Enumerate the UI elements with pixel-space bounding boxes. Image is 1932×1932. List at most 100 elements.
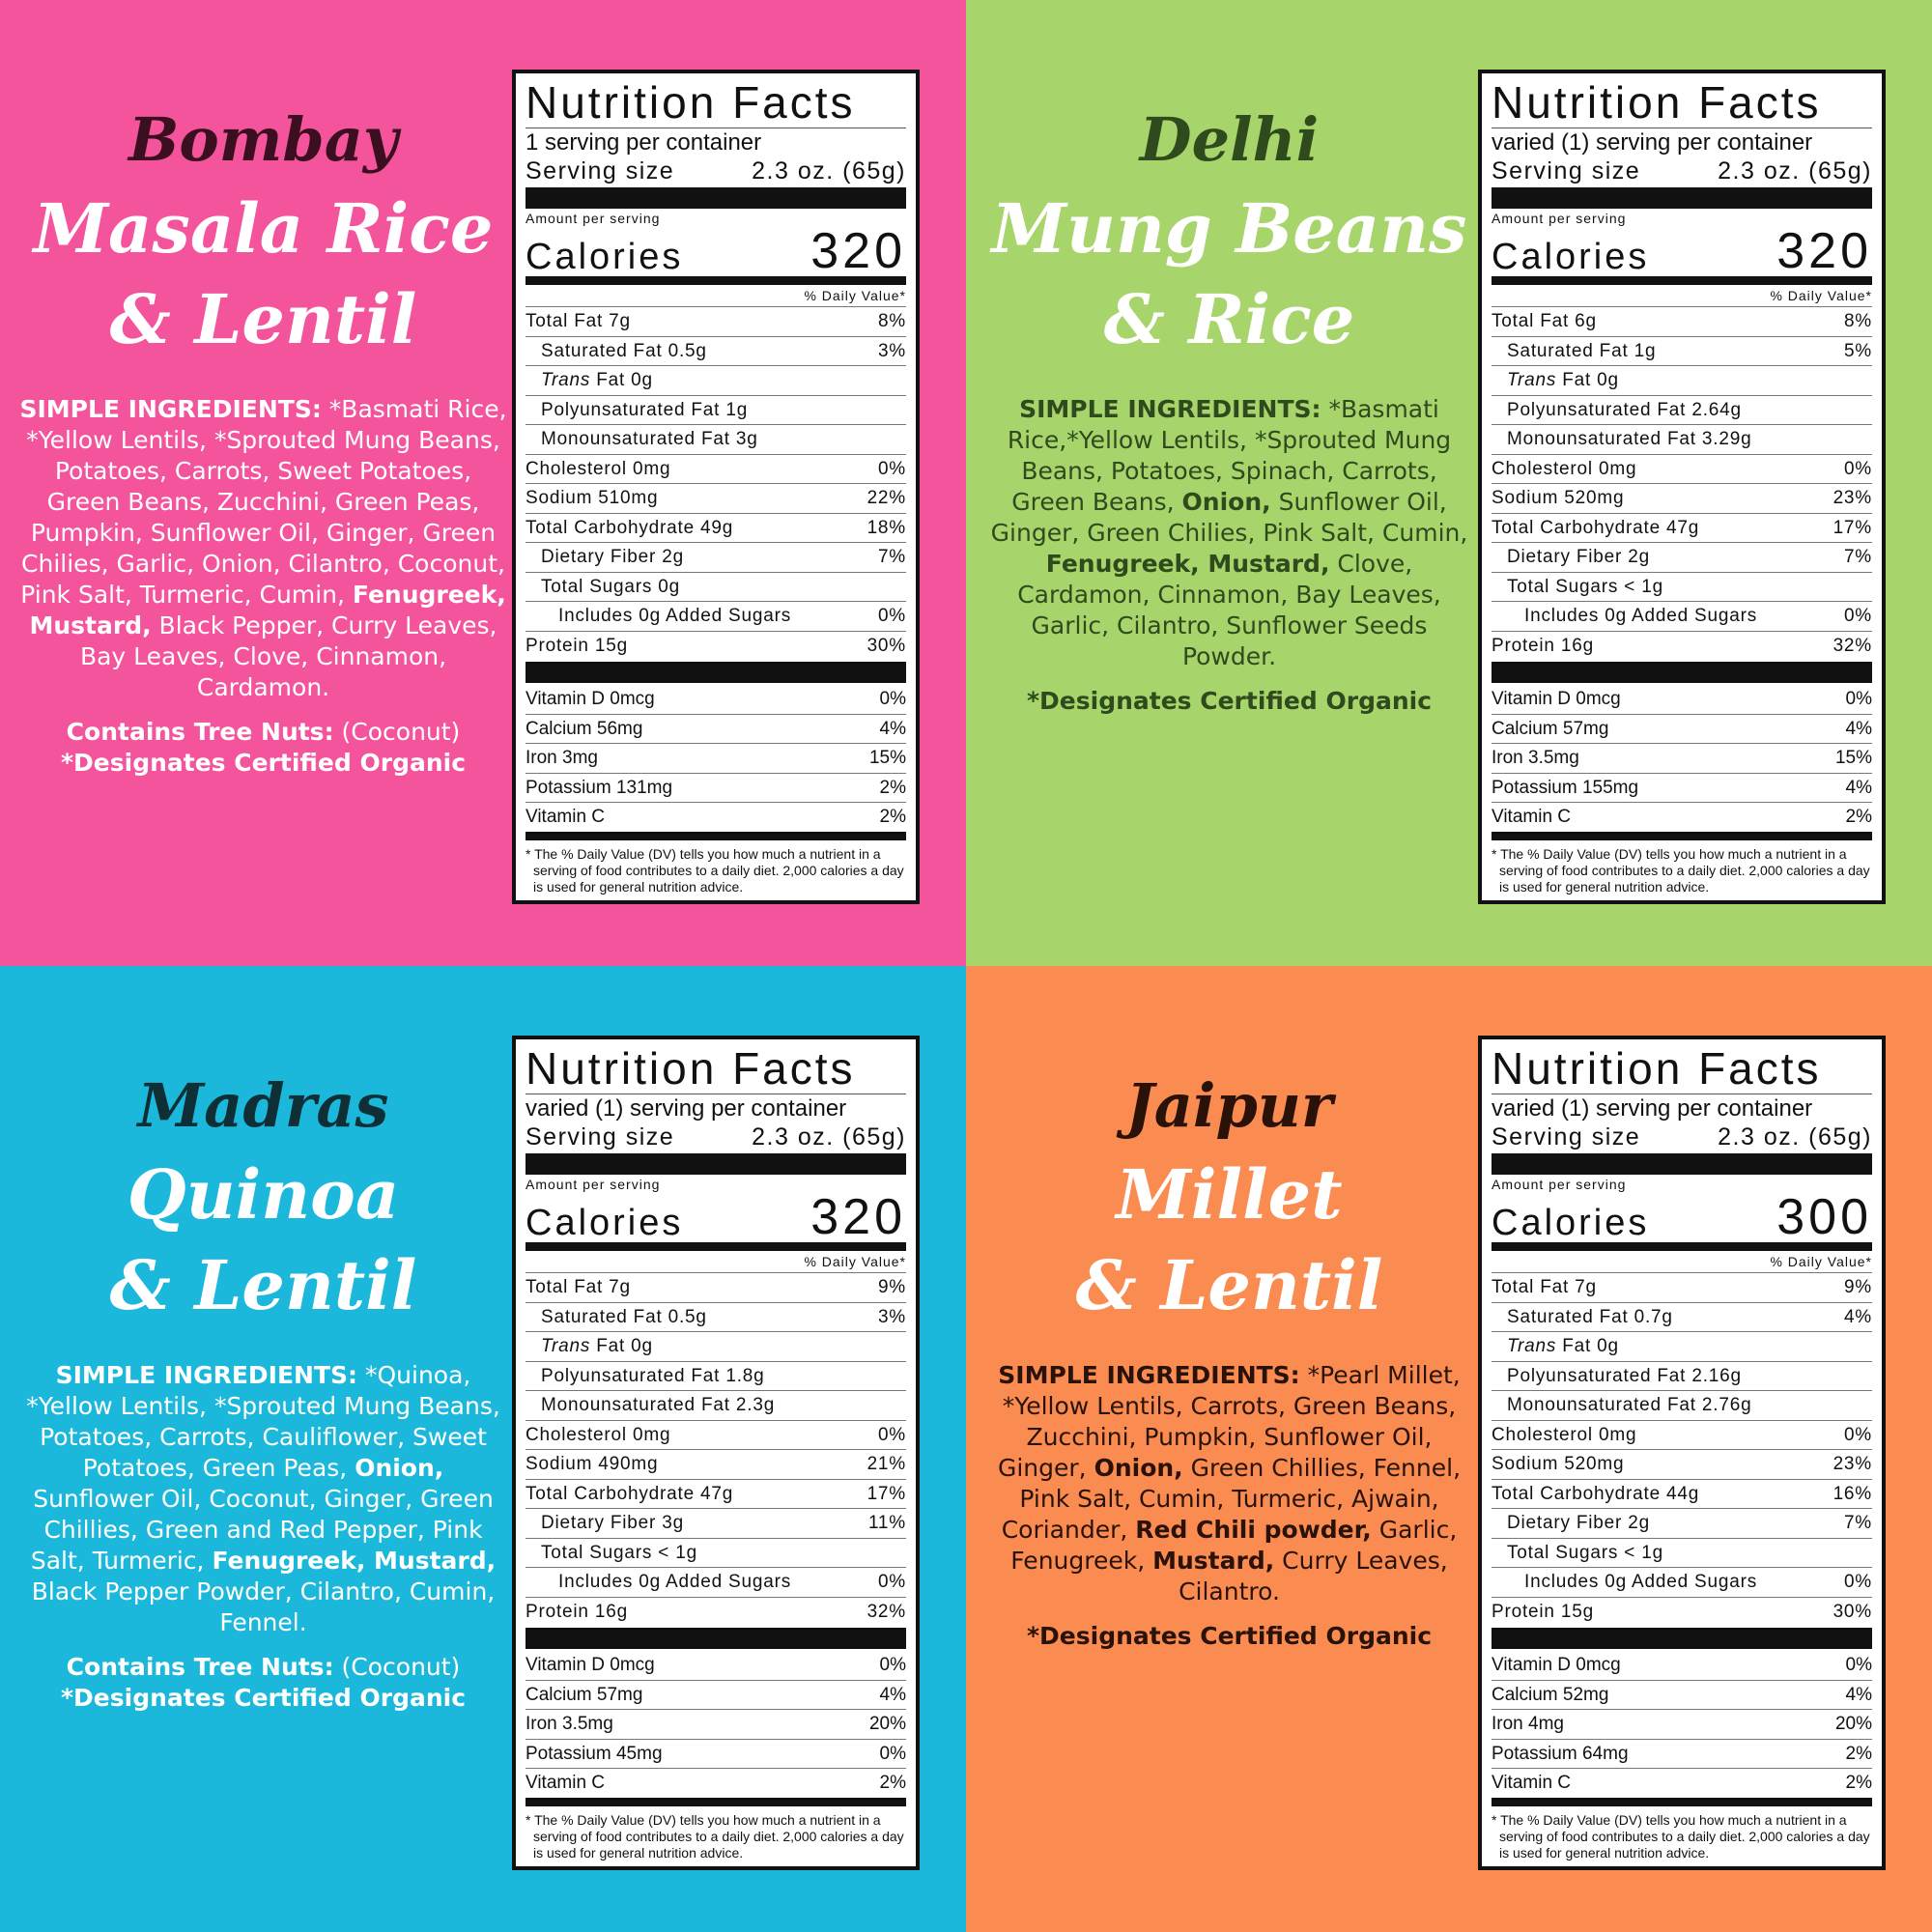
nutrient-row: Saturated Fat 0.5g 3% [526, 1303, 906, 1332]
nutrition-facts-label: Nutrition Facts 1 serving per container Se… [512, 70, 920, 904]
nutrient-name: Trans Fat 0g [541, 1336, 653, 1356]
product-title-line: & Lentil [109, 1245, 417, 1325]
thick-divider [526, 1153, 906, 1175]
product-title-line: Delhi [1139, 104, 1320, 175]
ingredient-segment: *Quinoa, *Yellow Lentils, *Sprouted Mung… [26, 1361, 500, 1482]
nutrient-row: Protein 15g 30% [526, 632, 906, 661]
serving-size-label: Serving size [1492, 1123, 1641, 1151]
vitamin-dv: 0% [1845, 689, 1872, 709]
calories-label: Calories [1492, 237, 1650, 277]
vitamin-row: Calcium 56mg 4% [526, 715, 906, 744]
daily-value-header: % Daily Value* [1492, 285, 1872, 307]
nutrient-dv: 32% [1833, 635, 1872, 656]
vitamin-row: Vitamin C 2% [526, 1769, 906, 1798]
vitamin-row: Vitamin D 0mcg 0% [526, 685, 906, 715]
servings-per-container: 1 serving per container [526, 129, 762, 156]
vitamin-name: Vitamin C [1492, 1773, 1572, 1793]
vitamin-dv: 2% [1845, 1743, 1872, 1764]
organic-note: *Designates Certified Organic [60, 749, 467, 777]
calories-label: Calories [526, 237, 684, 277]
nutrient-dv: 32% [867, 1601, 906, 1622]
nutrient-name: Total Fat 6g [1492, 311, 1597, 331]
nutrient-name: Cholesterol 0mg [526, 1424, 671, 1445]
allergen-label: Contains Tree Nuts: [66, 718, 334, 746]
nutrient-row: Includes 0g Added Sugars 0% [526, 1568, 906, 1598]
nutrition-facts-title: Nutrition Facts [1492, 77, 1872, 128]
nutrient-name: Monounsaturated Fat 3g [541, 429, 758, 449]
medium-divider [1492, 1797, 1872, 1806]
nutrient-dv: 7% [1843, 547, 1872, 567]
vitamin-dv: 2% [879, 777, 906, 798]
nutrition-facts-label: Nutrition Facts varied (1) serving per co… [512, 1036, 920, 1870]
nutrient-row: Total Sugars < 1g [1492, 573, 1872, 602]
daily-value-header: % Daily Value* [526, 285, 906, 307]
ingredient-segment: Red Chili powder, [1135, 1516, 1372, 1544]
ingredient-segment: Onion, [1181, 488, 1271, 516]
nutrient-name: Total Fat 7g [526, 311, 631, 331]
vitamin-name: Calcium 57mg [1492, 718, 1609, 739]
amount-per-serving: Amount per serving [1492, 211, 1627, 226]
nutrient-row: Monounsaturated Fat 2.76g [1492, 1391, 1872, 1421]
nutrient-dv: 9% [877, 1277, 906, 1297]
calories-value: 320 [810, 1189, 906, 1245]
amount-per-serving: Amount per serving [526, 211, 661, 226]
nutrient-row: Includes 0g Added Sugars 0% [1492, 602, 1872, 632]
nutrient-name: Trans Fat 0g [1507, 1336, 1619, 1356]
vitamin-name: Vitamin D 0mcg [526, 1655, 655, 1675]
nutrient-row: Trans Fat 0g [1492, 1332, 1872, 1362]
nutrient-name: Saturated Fat 0.5g [541, 1306, 707, 1327]
trans-label: Trans [1507, 370, 1557, 390]
nutrient-dv: 23% [1833, 1454, 1872, 1474]
vitamin-row: Iron 3mg 15% [526, 744, 906, 774]
nutrient-name: Trans Fat 0g [1507, 370, 1619, 390]
nutrient-name: Protein 16g [526, 1601, 628, 1622]
vitamin-row: Iron 3.5mg 15% [1492, 744, 1872, 774]
nutrient-row: Trans Fat 0g [526, 1332, 906, 1362]
serving-size-value: 2.3 oz. (65g) [752, 1123, 906, 1151]
vitamin-dv: 4% [879, 1684, 906, 1705]
serving-size: Serving size 2.3 oz. (65g) [1492, 1122, 1872, 1151]
vitamin-row: Potassium 131mg 2% [526, 774, 906, 803]
vitamin-name: Calcium 57mg [526, 1684, 643, 1705]
vitamin-dv: 2% [879, 1773, 906, 1793]
vitamin-name: Vitamin C [526, 1773, 606, 1793]
product-title-line: Quinoa [127, 1154, 400, 1235]
ingredient-segment: Onion, [355, 1454, 444, 1482]
vitamin-dv: 0% [879, 689, 906, 709]
nutrient-row: Total Carbohydrate 47g 17% [526, 1480, 906, 1509]
calories-label: Calories [526, 1203, 684, 1243]
nutrient-name: Saturated Fat 1g [1507, 340, 1657, 361]
product-title-line: & Rice [1103, 279, 1355, 359]
vitamin-row: Potassium 45mg 0% [526, 1740, 906, 1769]
medium-divider [526, 1242, 906, 1251]
notes: Contains Tree Nuts: (Coconut) *Designates… [19, 1652, 507, 1714]
panel-madras: Madras Quinoa & Lentil SIMPLE INGREDIENTS: … [0, 966, 966, 1932]
calories: Calories 320 [526, 226, 906, 276]
servings-per-container: varied (1) serving per container [1492, 129, 1813, 156]
calories-value: 300 [1776, 1189, 1872, 1245]
nutrient-row: Includes 0g Added Sugars 0% [1492, 1568, 1872, 1598]
vitamin-dv: 20% [868, 1714, 906, 1734]
vitamin-row: Vitamin D 0mcg 0% [526, 1651, 906, 1681]
vitamin-row: Iron 3.5mg 20% [526, 1710, 906, 1740]
thick-divider [526, 1628, 906, 1649]
calories: Calories 320 [1492, 226, 1872, 276]
nutrient-name: Trans Fat 0g [541, 370, 653, 390]
nutrient-row: Total Fat 7g 9% [1492, 1273, 1872, 1303]
product-title-line: Jaipur [1125, 1070, 1333, 1141]
nutrient-row: Sodium 520mg 23% [1492, 484, 1872, 514]
product-title-line: Bombay [128, 104, 398, 175]
vitamin-dv: 0% [1845, 1655, 1872, 1675]
ingredients-text: SIMPLE INGREDIENTS: *Quinoa, *Yellow Len… [19, 1360, 507, 1638]
nutrition-facts-label: Nutrition Facts varied (1) serving per co… [1478, 1036, 1886, 1870]
nutrient-row: Trans Fat 0g [1492, 366, 1872, 396]
nutrient-name: Polyunsaturated Fat 2.16g [1507, 1365, 1742, 1386]
nutrient-name: Saturated Fat 0.5g [541, 340, 707, 361]
nutrient-name: Dietary Fiber 3g [541, 1513, 684, 1533]
notes: Contains Tree Nuts: (Coconut) *Designates… [19, 717, 507, 779]
vitamin-row: Calcium 52mg 4% [1492, 1681, 1872, 1710]
vitamin-name: Calcium 56mg [526, 718, 643, 739]
vitamin-dv: 4% [1845, 718, 1872, 739]
ingredient-segment: Fenugreek, Mustard, [212, 1547, 497, 1575]
product-info: Jaipur Millet & Lentil SIMPLE INGREDIENTS: … [985, 1063, 1473, 1652]
